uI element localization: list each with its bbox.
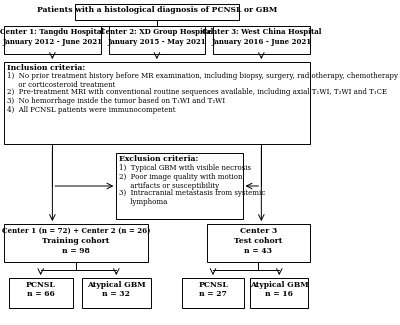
Text: Atypical GBM
n = 16: Atypical GBM n = 16 [250,281,308,298]
Bar [182,278,244,308]
Text: Test cohort: Test cohort [234,237,282,245]
Text: 4)  All PCNSL patients were immunocompetent: 4) All PCNSL patients were immunocompete… [7,106,176,114]
Text: Center 1: Tangdu Hospital
January 2012 - June 2021: Center 1: Tangdu Hospital January 2012 -… [0,28,104,46]
Text: Atypical GBM
n = 32: Atypical GBM n = 32 [87,281,146,298]
Text: Center 3: West China Hospital
January 2016 - June 2021: Center 3: West China Hospital January 20… [202,28,321,46]
Text: Inclusion criteria:: Inclusion criteria: [7,64,86,72]
Text: 1)  No prior treatment history before MR examination, including biopsy, surgery,: 1) No prior treatment history before MR … [7,72,398,89]
Bar [75,4,239,20]
Bar [213,26,310,54]
Bar [108,26,205,54]
Bar [116,153,243,219]
Bar [207,224,310,262]
Bar [4,224,148,262]
Text: n = 43: n = 43 [244,247,272,255]
Text: PCNSL
n = 27: PCNSL n = 27 [198,281,228,298]
Text: 3)  No hemorrhage inside the tumor based on T₁WI and T₂WI: 3) No hemorrhage inside the tumor based … [7,97,225,105]
Text: 2)  Pre-treatment MRI with conventional routine sequences available, including a: 2) Pre-treatment MRI with conventional r… [7,88,387,96]
Text: Training cohort: Training cohort [42,237,110,245]
Text: 1)  Typical GBM with visible necrosis: 1) Typical GBM with visible necrosis [120,164,252,172]
Text: PCNSL
n = 66: PCNSL n = 66 [26,281,56,298]
Bar [4,62,310,144]
Text: n = 98: n = 98 [62,247,90,255]
Text: 2)  Poor image quality with motion
     artifacts or susceptibility: 2) Poor image quality with motion artifa… [120,173,243,190]
Text: Center 1 (n = 72) + Center 2 (n = 26): Center 1 (n = 72) + Center 2 (n = 26) [2,227,150,235]
Text: Patients with a histological diagnosis of PCNSL or GBM: Patients with a histological diagnosis o… [37,6,277,14]
Bar [9,278,73,308]
Text: 3)  Intracranial metastasis from systemic
     lymphoma: 3) Intracranial metastasis from systemic… [120,189,266,206]
Text: Exclusion criteria:: Exclusion criteria: [120,155,199,163]
Bar [4,26,101,54]
Text: Center 2: XD Group Hospital
January 2015 - May 2021: Center 2: XD Group Hospital January 2015… [100,28,214,46]
Bar [250,278,308,308]
Text: Center 3: Center 3 [240,227,277,235]
Bar [82,278,151,308]
